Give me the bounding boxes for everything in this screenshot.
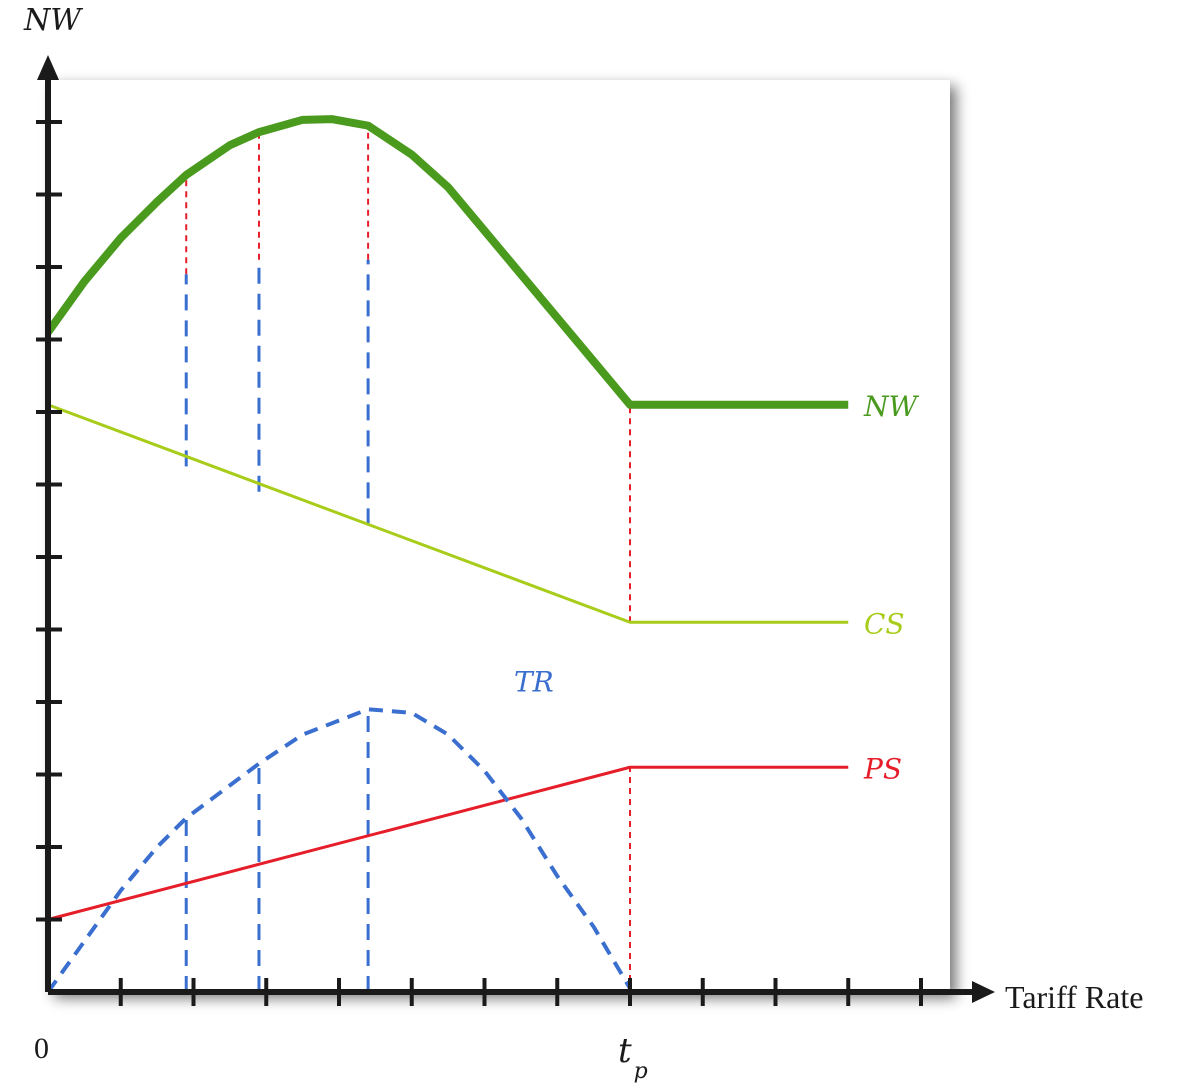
labels: NW Tariff Rate 0 tp NW CS PS TR xyxy=(23,3,1143,1084)
series-line-nw xyxy=(44,115,849,409)
y-axis-label: NW xyxy=(23,3,83,38)
series-line-ps xyxy=(47,765,849,921)
series-label-tr: TR xyxy=(514,665,554,698)
guide-lines xyxy=(47,125,631,992)
x-axis-arrow xyxy=(972,981,995,1003)
series-label-cs: CS xyxy=(864,607,905,640)
x-tick-label-tp: tp xyxy=(618,1031,648,1084)
series-line-cs xyxy=(47,403,849,624)
origin-label: 0 xyxy=(34,1032,49,1065)
series-line-tr xyxy=(46,707,632,994)
y-axis-arrow xyxy=(37,55,59,80)
plot-panel xyxy=(48,80,950,992)
series-label-nw: NW xyxy=(863,390,920,423)
axes xyxy=(36,55,995,1006)
series-lines xyxy=(44,115,849,994)
x-axis-label: Tariff Rate xyxy=(1005,979,1143,1015)
series-label-ps: PS xyxy=(863,752,902,785)
